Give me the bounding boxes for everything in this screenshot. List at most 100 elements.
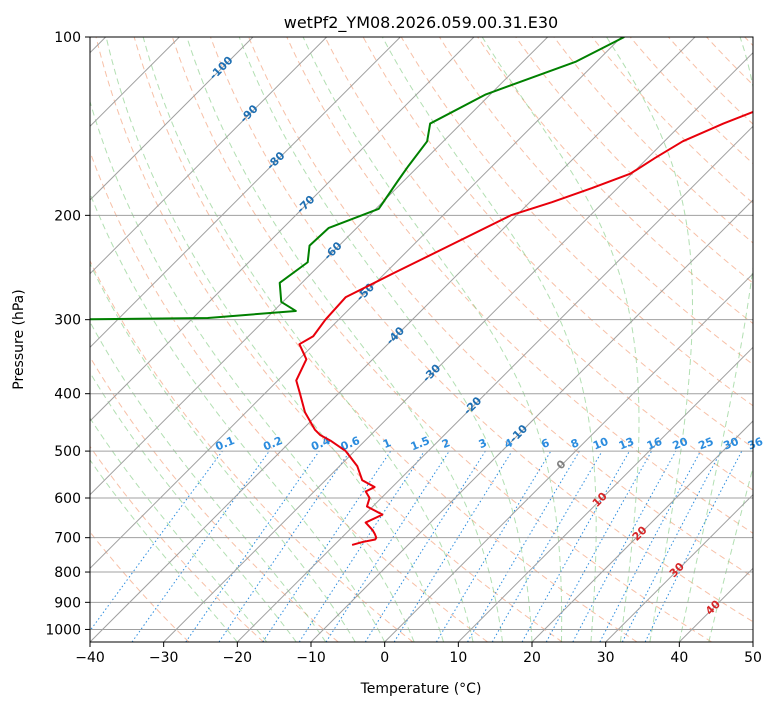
y-tick-label: 1000 <box>45 622 81 638</box>
isotherm-line <box>163 51 753 642</box>
mixing-ratio-label: 36 <box>746 435 765 453</box>
dry-adiabat <box>171 37 712 642</box>
mixing-ratio-label: 10 <box>591 435 610 453</box>
y-tick-label: 800 <box>54 565 81 581</box>
mixing-ratio-label: 0.1 <box>213 434 236 453</box>
mixing-ratio-label: 2 <box>440 436 452 451</box>
y-tick-label: 400 <box>54 387 81 403</box>
dry-adiabat <box>90 259 414 642</box>
moist-adiabat <box>90 459 238 642</box>
x-tick-label: 50 <box>744 650 762 666</box>
isotherm-line <box>678 567 753 642</box>
dry-adiabat <box>90 531 190 642</box>
mixing-ratio-label: 20 <box>671 435 690 453</box>
mixing-ratio-label: 6 <box>539 436 551 451</box>
plot-frame <box>89 36 754 643</box>
mixing-ratio-line <box>325 450 450 642</box>
x-tick-label: 20 <box>523 650 541 666</box>
moist-adiabat <box>302 37 563 642</box>
sounding-lines <box>90 37 753 546</box>
moist-adiabat <box>606 37 693 642</box>
isotherm-line <box>90 37 696 642</box>
x-axis-title: Temperature (°C) <box>360 681 482 697</box>
isotherm-line <box>310 199 753 642</box>
mixing-ratio-line <box>218 450 351 642</box>
dry-adiabat <box>95 37 563 642</box>
y-tick-label: 100 <box>54 30 81 46</box>
dry-adiabat <box>90 445 264 642</box>
dry-adiabat <box>744 37 753 47</box>
mixing-ratio-labels: 0.1 0.2 0.4 0.6 1 1.5 2 3 4 6 8 10 13 16 20 25 30 36 <box>213 434 765 453</box>
dry-adiabat <box>591 37 753 204</box>
moist-adiabat <box>90 99 415 642</box>
mixing-ratio-line <box>364 450 486 642</box>
dry-adiabat <box>400 37 753 407</box>
mixing-ratio-line <box>185 450 320 642</box>
mixing-ratio-label: 0.6 <box>339 434 362 453</box>
mixing-ratio-label: 1 <box>381 436 393 451</box>
y-axis: 100 200 300 400 500 600 700 800 900 1000 <box>45 30 90 638</box>
mixing-ratio-line <box>90 450 223 632</box>
temperature-line <box>295 110 753 546</box>
isotherm-line <box>752 641 753 642</box>
x-tick-label: 30 <box>597 650 615 666</box>
dry-adiabat <box>668 37 753 125</box>
x-tick-label: 10 <box>449 650 467 666</box>
moist-adiabat <box>708 465 753 642</box>
chart-title: wetPf2_YM08.2026.059.00.31.E30 <box>284 13 558 33</box>
y-tick-label: 300 <box>54 313 81 329</box>
moist-adiabat <box>678 37 753 642</box>
x-tick-label: 0 <box>380 650 389 666</box>
background-lines <box>90 37 753 642</box>
x-tick-label: 40 <box>670 650 688 666</box>
mixing-ratio-label: 30 <box>722 435 741 453</box>
dry-adiabat <box>90 356 339 642</box>
x-tick-label: −40 <box>75 650 105 666</box>
dry-adiabat <box>553 37 753 244</box>
isotherm-line <box>531 420 753 642</box>
x-axis: −40 −30 −20 −10 0 10 20 30 40 50 <box>75 642 762 666</box>
isotherm-line <box>90 37 549 496</box>
isotherm-line <box>90 37 328 275</box>
isotherm-line <box>90 37 622 570</box>
mixing-ratio-label: 13 <box>617 435 636 453</box>
isotherm-line <box>236 125 753 642</box>
y-tick-label: 700 <box>54 531 81 547</box>
moist-adiabat <box>90 262 356 642</box>
mixing-ratio-line <box>393 450 513 642</box>
dry-adiabat <box>324 37 753 491</box>
mixing-ratio-line <box>572 450 677 642</box>
mixing-ratio-line <box>521 450 630 642</box>
isotherm-line <box>457 346 753 642</box>
mixing-ratio-label: 0.4 <box>309 434 332 453</box>
x-tick-label: −20 <box>223 650 253 666</box>
dry-adiabat <box>210 37 753 623</box>
dewpoint-line <box>90 37 625 321</box>
moist-adiabat <box>481 37 640 642</box>
x-tick-label: −10 <box>296 650 326 666</box>
mixing-ratio-line <box>644 450 743 642</box>
isotherm-line <box>605 493 753 642</box>
dry-adiabat <box>515 37 753 284</box>
isotherm-line <box>90 37 401 349</box>
y-tick-label: 900 <box>54 595 81 611</box>
mixing-ratio-label: 16 <box>645 435 664 453</box>
dry-adiabat <box>629 37 753 165</box>
moist-adiabat <box>238 37 533 642</box>
x-tick-label: −30 <box>149 650 179 666</box>
mixing-ratio-line <box>298 450 425 642</box>
moist-adiabat <box>90 371 297 642</box>
mixing-ratio-label: 8 <box>569 436 581 451</box>
dry-adiabat <box>706 37 753 86</box>
y-axis-title: Pressure (hPa) <box>11 289 27 389</box>
isotherm-line <box>90 37 254 201</box>
mixing-ratio-line <box>545 450 653 642</box>
mixing-ratio-label: 3 <box>477 436 489 451</box>
moist-adiabat <box>381 37 597 642</box>
isotherm-line <box>384 272 753 642</box>
dry-adiabat <box>90 150 488 642</box>
dry-adiabat <box>477 37 753 325</box>
y-tick-label: 600 <box>54 491 81 507</box>
